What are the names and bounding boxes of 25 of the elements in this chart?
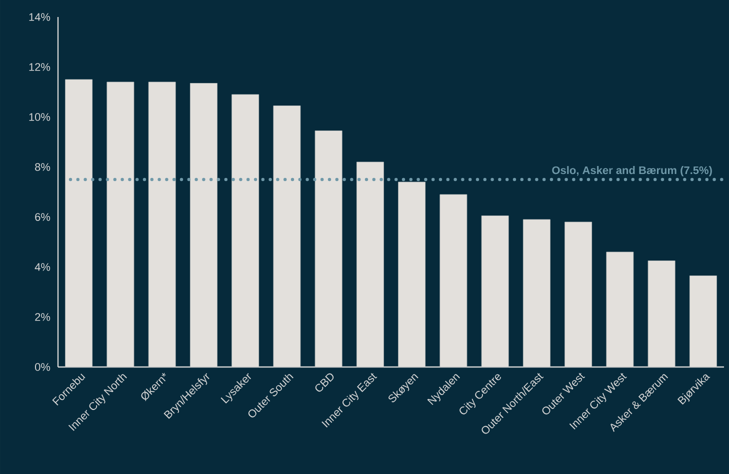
- bar: [481, 216, 509, 368]
- bar: [606, 252, 634, 368]
- y-tick-label: 2%: [35, 313, 50, 321]
- bar: [106, 82, 134, 368]
- bar: [564, 222, 592, 368]
- y-tick-label: 12%: [29, 63, 50, 71]
- bar: [232, 94, 260, 368]
- bar: [314, 130, 342, 368]
- y-tick-label: 10%: [29, 113, 50, 121]
- y-tick-label: 14%: [29, 13, 50, 21]
- bar: [65, 79, 93, 368]
- ref-line-label: Oslo, Asker and Bærum (7.5%): [552, 166, 712, 176]
- bar: [440, 194, 468, 368]
- y-tick-label: 6%: [35, 213, 50, 221]
- bar: [148, 82, 176, 368]
- bar: [356, 162, 384, 368]
- y-tick-label: 0%: [35, 363, 50, 371]
- bar: [648, 260, 676, 368]
- bar: [689, 276, 717, 368]
- bar: [190, 83, 218, 368]
- bar: [398, 182, 426, 368]
- y-tick-label: 4%: [34, 263, 50, 271]
- bar: [273, 106, 301, 368]
- bar: [522, 219, 550, 368]
- y-tick-label: 8%: [35, 163, 50, 171]
